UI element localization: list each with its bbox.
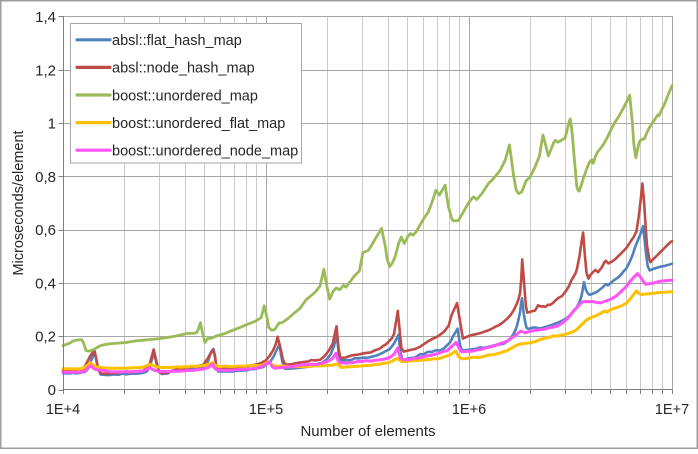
svg-text:boost::unordered_flat_map: boost::unordered_flat_map xyxy=(112,116,285,132)
svg-text:0: 0 xyxy=(48,382,56,399)
svg-text:absl::node_hash_map: absl::node_hash_map xyxy=(112,61,255,77)
svg-text:0,2: 0,2 xyxy=(35,329,56,346)
svg-text:1: 1 xyxy=(48,116,56,133)
svg-text:1E+6: 1E+6 xyxy=(452,402,486,418)
svg-text:boost::unordered_node_map: boost::unordered_node_map xyxy=(112,144,298,160)
svg-text:1E+4: 1E+4 xyxy=(46,402,80,418)
svg-text:boost::unordered_map: boost::unordered_map xyxy=(112,88,258,104)
svg-text:1,4: 1,4 xyxy=(35,9,56,26)
svg-text:Number of elements: Number of elements xyxy=(300,423,435,440)
svg-text:1E+7: 1E+7 xyxy=(655,402,689,418)
svg-text:absl::flat_hash_map: absl::flat_hash_map xyxy=(112,33,242,49)
svg-text:0,6: 0,6 xyxy=(35,222,56,239)
svg-text:0,4: 0,4 xyxy=(35,275,56,292)
svg-text:Microseconds/element: Microseconds/element xyxy=(11,130,27,275)
svg-text:1,2: 1,2 xyxy=(35,62,56,79)
svg-text:1E+5: 1E+5 xyxy=(249,402,283,418)
svg-text:0,8: 0,8 xyxy=(35,169,56,186)
